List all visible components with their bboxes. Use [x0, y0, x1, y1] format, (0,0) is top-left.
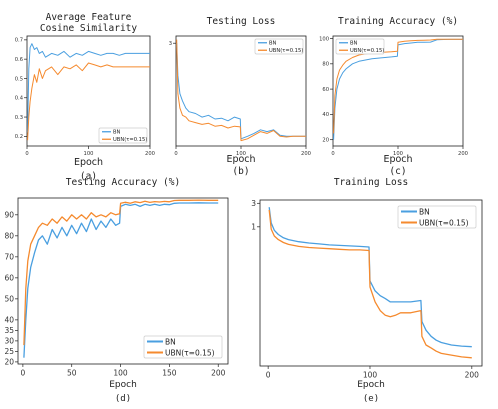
- x-tick-label: 100: [236, 151, 246, 157]
- subfigure-caption: (a): [80, 171, 97, 182]
- series-line-bn: [23, 202, 219, 358]
- x-tick-label: 100: [113, 369, 128, 378]
- y-tick-label: 0.3: [15, 115, 23, 121]
- x-tick-label: 100: [363, 371, 378, 380]
- series-line-ubn: [268, 209, 472, 359]
- y-tick-label: 20: [4, 358, 14, 367]
- y-tick-label: 90: [4, 210, 14, 219]
- y-tick-label: 100: [319, 36, 329, 42]
- series-line-bn: [268, 207, 472, 348]
- chart-title: Average Feature: [46, 12, 132, 23]
- chart-title: Cosine Similarity: [40, 23, 138, 34]
- series-line-bn: [27, 43, 150, 133]
- legend-label-ubn: UBN(τ=0.15): [165, 348, 215, 357]
- legend: BN UBN(τ=0.15): [397, 205, 477, 229]
- chart-title: Training Loss: [334, 177, 408, 188]
- y-tick-label: 30: [4, 337, 14, 346]
- legend-label-bn: BN: [113, 130, 121, 136]
- y-tick-label: 25: [4, 347, 14, 356]
- chart-c: Training Accuracy (%) 0 100 200 20 40 60 80 100 B…: [319, 16, 468, 177]
- chart-title: Testing Accuracy (%): [66, 177, 180, 188]
- y-tick-label: 0.6: [15, 57, 23, 63]
- x-tick-label: 200: [458, 151, 468, 157]
- y-tick-label: 80: [322, 62, 329, 68]
- subfigure-caption: (e): [363, 394, 379, 404]
- subfigure-caption: (c): [389, 166, 406, 177]
- y-tick-label: 20: [322, 137, 329, 143]
- y-tick-label: 60: [322, 87, 329, 93]
- legend-label-ubn: UBN(τ=0.15): [113, 137, 147, 143]
- x-tick-label: 0: [20, 369, 25, 378]
- y-tick-label: 40: [4, 315, 14, 324]
- x-tick-label: 100: [393, 151, 403, 157]
- series-line-ubn: [23, 199, 219, 346]
- x-tick-label: 0: [174, 151, 177, 157]
- series-line-bn: [333, 38, 463, 140]
- series-line-ubn: [176, 39, 306, 142]
- series-line-bn: [176, 43, 306, 140]
- y-tick-label: 0.5: [15, 76, 23, 82]
- legend-label-bn: BN: [350, 41, 358, 47]
- legend-label-ubn: UBN(τ=0.15): [419, 218, 469, 227]
- legend: BN UBN(τ=0.15): [143, 335, 223, 359]
- plot-frame: [259, 199, 483, 367]
- x-tick-label: 200: [465, 371, 480, 380]
- chart-e: Training Loss 0 100 200 1 3 BN UBN(τ=0.15) Epoch…: [251, 177, 483, 404]
- chart-title: Testing Loss: [207, 16, 276, 27]
- x-axis-label: Epoch: [74, 157, 103, 168]
- x-tick-label: 200: [145, 151, 155, 157]
- x-axis-label: Epoch: [357, 380, 385, 390]
- x-tick-label: 50: [67, 369, 77, 378]
- legend-box: [143, 335, 223, 359]
- legend-label-bn: BN: [165, 337, 176, 346]
- series-line-ubn: [27, 62, 150, 141]
- y-tick-label: 0.4: [15, 96, 24, 102]
- x-tick-label: 200: [301, 151, 311, 157]
- legend-box: [397, 205, 477, 229]
- y-tick-label: 80: [4, 231, 14, 240]
- x-tick-label: 100: [84, 151, 94, 157]
- x-axis-label: Epoch: [383, 154, 412, 165]
- y-tick-label: 40: [322, 112, 329, 118]
- y-tick-label: 1: [251, 222, 256, 231]
- y-tick-label: 70: [4, 252, 14, 261]
- subfigure-caption: (b): [232, 166, 249, 177]
- y-tick-label: 0.7: [15, 38, 23, 44]
- y-tick-label: 35: [4, 326, 14, 335]
- y-tick-label: 3: [251, 199, 256, 208]
- series-line-ubn: [333, 38, 463, 134]
- x-tick-label: 200: [211, 369, 226, 378]
- legend-label-ubn: UBN(τ=0.15): [350, 48, 384, 54]
- x-tick-label: 0: [331, 151, 334, 157]
- subfigure-caption: (d): [115, 394, 131, 404]
- y-tick-label: 0.2: [15, 134, 23, 140]
- y-tick-label: 3: [169, 41, 172, 47]
- legend-label-bn: BN: [269, 41, 277, 47]
- legend-label-bn: BN: [419, 207, 430, 216]
- x-tick-label: 0: [25, 151, 28, 157]
- legend-label-ubn: UBN(τ=0.15): [269, 48, 303, 54]
- x-tick-label: 150: [162, 369, 177, 378]
- x-axis-label: Epoch: [226, 154, 255, 165]
- plot-frame: [17, 197, 229, 365]
- x-tick-label: 0: [266, 371, 271, 380]
- y-tick-label: 50: [4, 294, 14, 303]
- x-axis-label: Epoch: [109, 380, 137, 390]
- chart-title: Training Accuracy (%): [338, 16, 458, 27]
- y-tick-label: 60: [4, 273, 14, 282]
